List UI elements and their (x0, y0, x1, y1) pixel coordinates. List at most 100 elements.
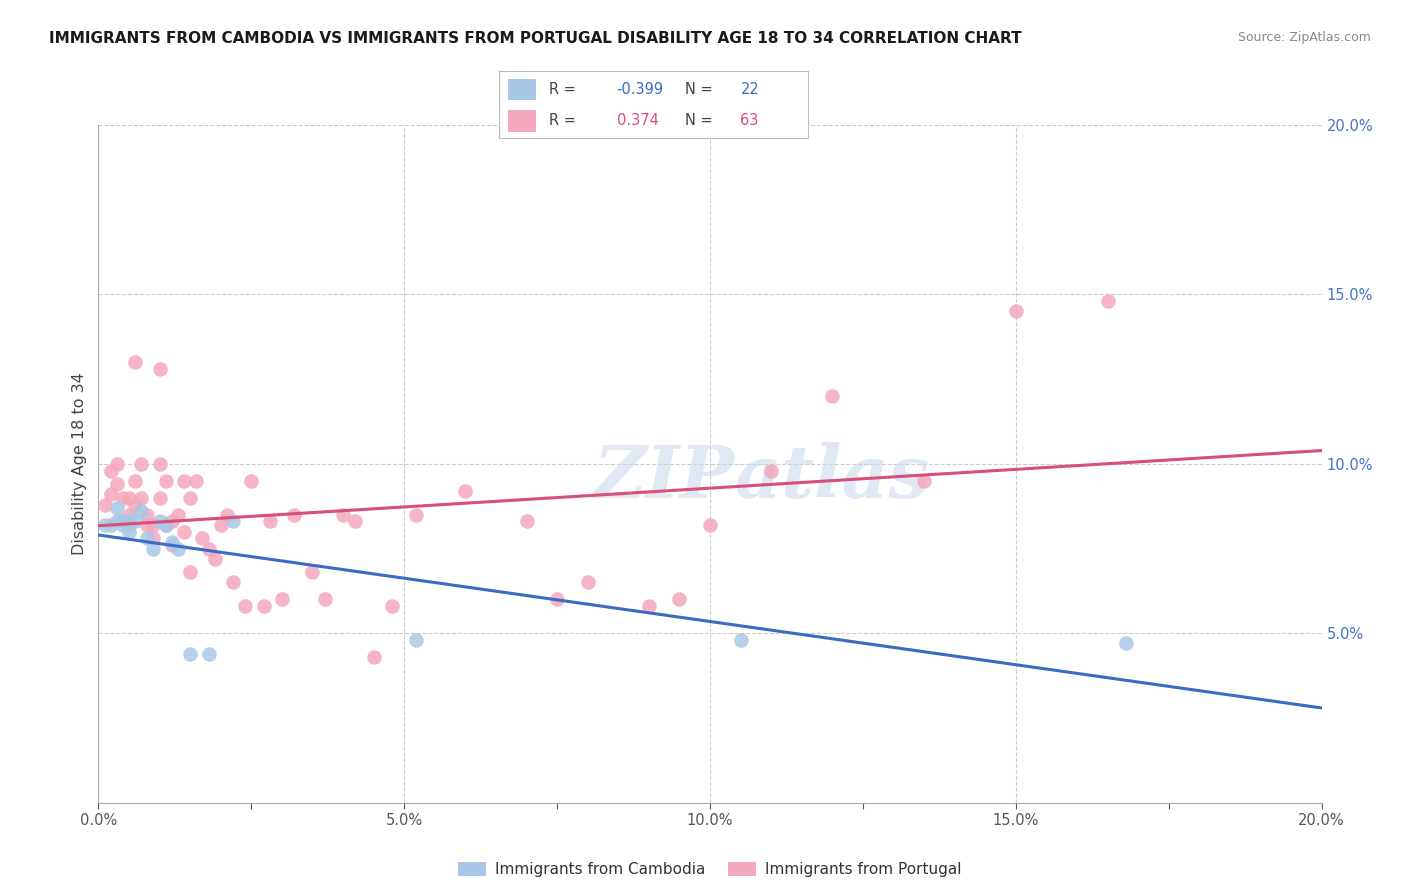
Text: ZIP: ZIP (593, 442, 734, 513)
Point (252, 599, 274, 614)
Point (332, 508, 354, 522)
Point (283, 508, 305, 522)
Point (222, 515, 245, 529)
Text: R =: R = (548, 113, 585, 128)
Point (129, 504, 152, 518)
Point (186, 474, 208, 488)
Point (105, 515, 128, 529)
Point (160, 538, 183, 552)
Point (454, 483, 477, 498)
Point (576, 575, 599, 590)
Text: Source: ZipAtlas.com: Source: ZipAtlas.com (1237, 31, 1371, 45)
Point (1004, 304, 1026, 318)
Text: 22: 22 (741, 82, 759, 97)
Point (149, 362, 172, 376)
Text: N =: N = (685, 82, 717, 97)
Point (111, 491, 134, 505)
Text: 63: 63 (741, 113, 759, 128)
Point (179, 647, 201, 661)
Point (405, 508, 427, 522)
Point (730, 633, 752, 648)
Point (215, 508, 238, 522)
Point (160, 534, 183, 549)
Point (344, 515, 367, 529)
Point (1115, 636, 1137, 650)
Y-axis label: Disability Age 18 to 34: Disability Age 18 to 34 (72, 373, 87, 555)
Point (179, 566, 201, 580)
Point (301, 566, 323, 580)
Text: R =: R = (548, 82, 581, 97)
Point (821, 389, 844, 403)
Point (699, 517, 721, 532)
Point (405, 633, 427, 648)
Point (136, 508, 159, 522)
Point (516, 515, 538, 529)
Point (93, 498, 115, 512)
Point (124, 355, 146, 369)
Point (142, 532, 165, 546)
Point (191, 532, 214, 546)
Point (204, 551, 226, 566)
Text: -0.399: -0.399 (617, 82, 664, 97)
Text: IMMIGRANTS FROM CAMBODIA VS IMMIGRANTS FROM PORTUGAL DISABILITY AGE 18 TO 34 COR: IMMIGRANTS FROM CAMBODIA VS IMMIGRANTS F… (49, 31, 1022, 46)
Point (149, 515, 172, 529)
Point (136, 517, 159, 532)
Point (167, 508, 190, 522)
Point (209, 517, 232, 532)
Point (124, 498, 146, 512)
Point (912, 474, 935, 488)
Text: 0.374: 0.374 (617, 113, 658, 128)
Point (197, 647, 219, 661)
Point (105, 500, 128, 515)
Point (149, 457, 172, 471)
Point (167, 541, 190, 556)
Point (111, 515, 134, 529)
Point (142, 517, 165, 532)
Point (105, 457, 128, 471)
Point (111, 515, 134, 529)
Point (668, 592, 690, 607)
Point (160, 515, 183, 529)
FancyBboxPatch shape (509, 111, 536, 131)
Point (118, 517, 141, 532)
Point (118, 491, 141, 505)
Point (155, 517, 177, 532)
Point (100, 487, 122, 501)
Point (222, 575, 245, 590)
Text: atlas: atlas (734, 442, 929, 513)
Point (197, 541, 219, 556)
Legend: Immigrants from Cambodia, Immigrants from Portugal: Immigrants from Cambodia, Immigrants fro… (453, 855, 967, 883)
Point (381, 599, 404, 614)
Point (179, 491, 201, 505)
Point (233, 599, 256, 614)
Point (118, 515, 141, 529)
Point (100, 464, 122, 478)
Point (100, 517, 122, 532)
Point (637, 599, 661, 614)
Point (546, 592, 568, 607)
Point (259, 515, 281, 529)
Point (173, 524, 195, 539)
Point (314, 592, 336, 607)
Point (129, 491, 152, 505)
Point (105, 477, 128, 491)
Point (111, 517, 134, 532)
Point (759, 464, 782, 478)
Point (129, 457, 152, 471)
Point (155, 517, 177, 532)
Point (1097, 294, 1119, 309)
Point (136, 532, 159, 546)
FancyBboxPatch shape (509, 78, 536, 100)
Point (124, 474, 146, 488)
Point (142, 541, 165, 556)
Point (155, 474, 177, 488)
Point (93, 517, 115, 532)
Point (363, 650, 385, 665)
Text: N =: N = (685, 113, 717, 128)
Point (270, 592, 292, 607)
Point (124, 515, 146, 529)
Point (149, 491, 172, 505)
Point (118, 524, 141, 539)
Point (240, 474, 263, 488)
Point (118, 508, 141, 522)
